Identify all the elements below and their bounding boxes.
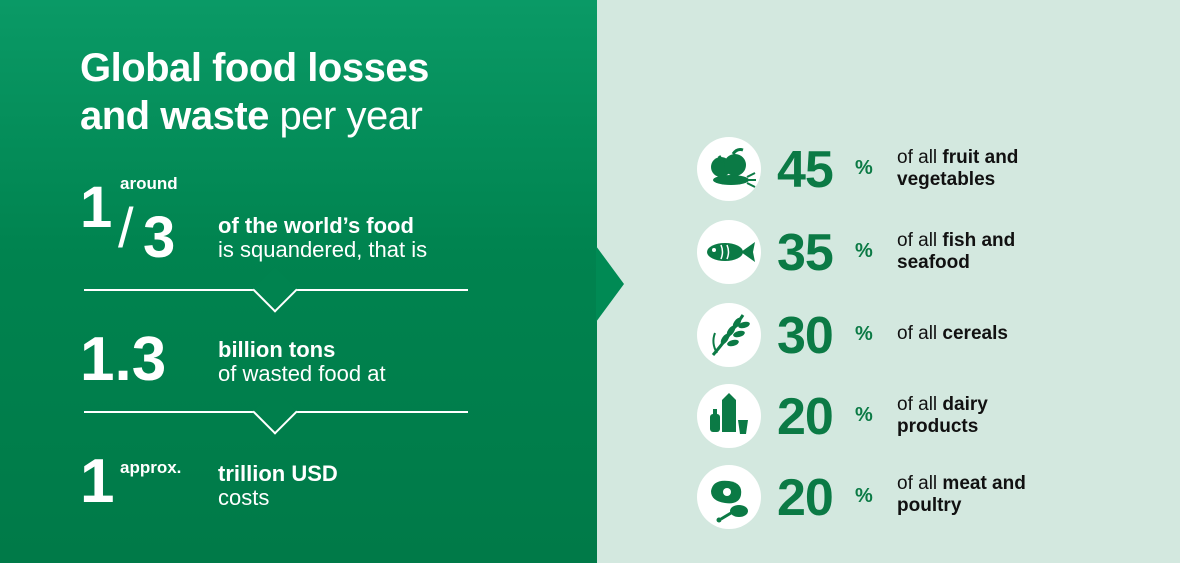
- category-row-meat-poultry: 20 % of all meat and poultry: [697, 465, 1167, 529]
- category-label: of all meat and poultry: [897, 473, 1026, 517]
- category-percent: 20: [777, 388, 834, 446]
- fraction-denominator: 3: [143, 205, 176, 270]
- category-label-pre: of all: [897, 323, 943, 344]
- cost-qualifier: approx.: [120, 458, 182, 477]
- category-label-pre: of all: [897, 473, 943, 494]
- cost-desc-bold: trillion USD: [218, 461, 338, 486]
- dairy-icon: [697, 384, 761, 448]
- category-label-pre: of all: [897, 394, 943, 415]
- tons-desc-rest: of wasted food at: [218, 361, 386, 386]
- category-row-fish-seafood: 35 % of all fish and seafood: [697, 220, 1167, 284]
- fraction-slash: /: [118, 196, 134, 259]
- category-label-bold: dairy: [942, 394, 988, 415]
- category-label: of all fish and seafood: [897, 230, 1015, 274]
- category-label-pre: of all: [897, 230, 943, 251]
- cost-description: trillion USD costs: [218, 462, 338, 510]
- category-label-bold-2: poultry: [897, 495, 962, 516]
- title-line2-rest: per year: [268, 94, 423, 138]
- category-row-dairy: 20 % of all dairy products: [697, 384, 1167, 448]
- category-percent: 35: [777, 224, 834, 282]
- tons-desc-bold: billion tons: [218, 337, 336, 362]
- tons-description: billion tons of wasted food at: [218, 338, 386, 386]
- fraction-desc-rest: is squandered, that is: [218, 237, 428, 262]
- category-percent: 30: [777, 307, 834, 365]
- category-label: of all cereals: [897, 323, 1008, 345]
- page-title: Global food losses and waste per year: [80, 44, 429, 140]
- panel-arrow: [596, 246, 624, 322]
- percent-sign: %: [855, 485, 873, 507]
- category-label-bold: fruit and: [942, 147, 1019, 168]
- left-panel: [0, 0, 597, 563]
- category-label-bold-2: products: [897, 416, 979, 437]
- percent-sign: %: [855, 323, 873, 345]
- category-row-cereals: 30 % of all cereals: [697, 303, 1167, 367]
- meat-poultry-icon: [697, 465, 761, 529]
- category-label-bold: meat and: [942, 473, 1026, 494]
- category-percent: 20: [777, 469, 834, 527]
- fraction-qualifier: around: [120, 174, 178, 193]
- title-line1: Global food losses: [80, 46, 429, 90]
- category-label-pre: of all: [897, 147, 943, 168]
- tons-value: 1.3: [80, 325, 167, 394]
- cost-value: 1: [80, 447, 115, 516]
- category-label-bold: fish and: [942, 230, 1016, 251]
- wheat-icon: [697, 303, 761, 367]
- category-label: of all dairy products: [897, 394, 988, 438]
- fraction-desc-bold: of the world’s food: [218, 213, 414, 238]
- category-label-bold: cereals: [942, 323, 1008, 344]
- fish-icon: [697, 220, 761, 284]
- category-percent: 45: [777, 141, 834, 199]
- percent-sign: %: [855, 157, 873, 179]
- fruit-vegetables-icon: [697, 137, 761, 201]
- fraction-description: of the world’s food is squandered, that …: [218, 214, 427, 262]
- category-label-bold-2: vegetables: [897, 169, 996, 190]
- category-row-fruit-vegetables: 45 % of all fruit and vegetables: [697, 137, 1167, 201]
- category-label-bold-2: seafood: [897, 252, 970, 273]
- percent-sign: %: [855, 240, 873, 262]
- cost-desc-rest: costs: [218, 485, 270, 510]
- fraction-numerator: 1: [80, 175, 113, 240]
- category-label: of all fruit and vegetables: [897, 147, 1018, 191]
- title-line2-bold: and waste: [80, 94, 269, 138]
- percent-sign: %: [855, 404, 873, 426]
